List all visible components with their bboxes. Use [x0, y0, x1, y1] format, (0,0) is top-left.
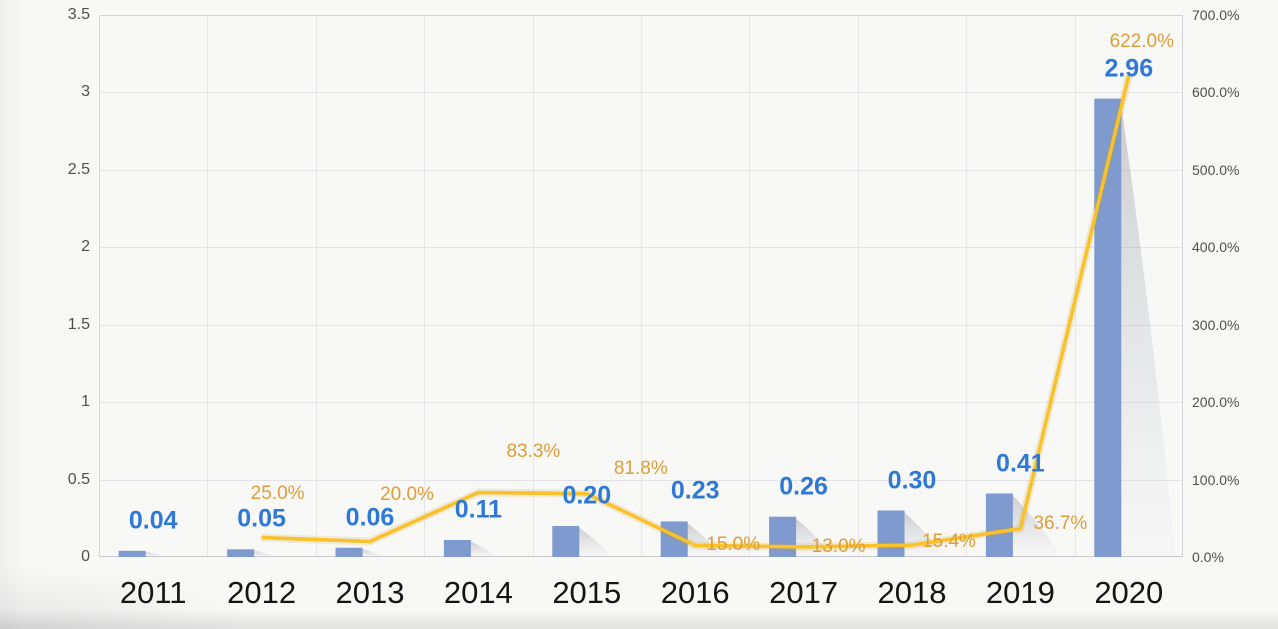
- growth-line: [261, 74, 1131, 549]
- vertical-gridline: [315, 15, 317, 557]
- bar-shadow-2014: [469, 541, 497, 557]
- right-axis-tick: 200.0%: [1192, 394, 1240, 411]
- x-axis-label-2016: 2016: [660, 575, 730, 610]
- right-axis-tick: 0.0%: [1192, 549, 1224, 565]
- growth-rate-label-2019: 36.7%: [1033, 512, 1088, 534]
- vertical-gridline: [641, 15, 642, 557]
- x-axis-label-2020: 2020: [1094, 575, 1164, 610]
- x-axis-label-2012: 2012: [227, 575, 297, 610]
- bar-value-label-2017: 0.26: [779, 472, 828, 501]
- left-axis-tick: 3: [81, 83, 90, 101]
- bar-value-label-2015: 0.20: [562, 481, 612, 510]
- bar-value-label-2014: 0.11: [454, 495, 503, 524]
- right-axis-tick: 400.0%: [1192, 239, 1240, 256]
- vertical-gridline: [424, 15, 426, 557]
- bar-2015: [552, 526, 580, 557]
- bar-2019: [985, 493, 1013, 557]
- vertical-gridline: [1074, 15, 1076, 557]
- x-axis-label-2014: 2014: [443, 575, 513, 610]
- left-axis-tick: 1: [81, 393, 90, 411]
- left-axis-tick: 2: [81, 238, 90, 256]
- right-axis-tick: 500.0%: [1192, 161, 1240, 178]
- right-axis-tick: 300.0%: [1192, 316, 1240, 333]
- growth-rate-label-2015: 81.8%: [613, 457, 668, 479]
- bar-shadow-2013: [361, 548, 385, 557]
- left-axis-tick: 0.5: [67, 470, 90, 488]
- bar-2017: [769, 516, 797, 557]
- x-axis-label-2019: 2019: [985, 575, 1055, 610]
- bar-2018: [877, 510, 905, 557]
- x-axis-label-2017: 2017: [769, 575, 839, 610]
- growth-rate-label-2014: 83.3%: [506, 440, 561, 462]
- right-axis-tick: 700.0%: [1192, 7, 1240, 23]
- bar-value-label-2019: 0.41: [996, 449, 1045, 477]
- x-axis-label-2011: 2011: [119, 575, 187, 610]
- right-axis-tick: 100.0%: [1192, 471, 1240, 488]
- x-axis-label-2013: 2013: [335, 575, 405, 610]
- right-axis-tick: 600.0%: [1192, 84, 1240, 101]
- bar-value-label-2013: 0.06: [345, 503, 395, 532]
- bar-value-label-2016: 0.23: [670, 476, 720, 505]
- vertical-gridline: [857, 15, 859, 557]
- bar-2020: [1094, 98, 1122, 557]
- bar-2012: [227, 549, 255, 557]
- bar-shadow-2011: [144, 551, 166, 557]
- vertical-gridline: [749, 15, 751, 557]
- bar-shadow-2020: [1120, 99, 1176, 557]
- bar-2014: [443, 540, 471, 557]
- vertical-gridline: [966, 15, 968, 557]
- plot-area-border: [99, 15, 1183, 557]
- bar-value-label-2020: 2.96: [1104, 54, 1154, 83]
- bar-shadow-2012: [253, 550, 275, 557]
- bar-2013: [335, 547, 363, 557]
- growth-rate-label-2017: 13.0%: [811, 535, 866, 557]
- vertical-gridline: [532, 15, 534, 557]
- growth-rate-label-2020: 622.0%: [1109, 31, 1175, 53]
- left-axis-tick: 2.5: [67, 160, 90, 178]
- growth-rate-label-2016: 15.0%: [706, 534, 761, 556]
- left-axis-tick: 1.5: [67, 315, 90, 333]
- x-axis-label-2018: 2018: [877, 575, 947, 610]
- growth-rate-label-2012: 25.0%: [250, 482, 305, 504]
- growth-rate-label-2013: 20.0%: [380, 483, 434, 505]
- bar-value-label-2018: 0.30: [887, 466, 937, 494]
- x-axis-label-2015: 2015: [552, 575, 622, 610]
- left-axis-tick: 3.5: [67, 6, 90, 23]
- bar-2011: [118, 550, 146, 557]
- vertical-gridline: [207, 15, 209, 557]
- left-axis-tick: 0: [81, 548, 90, 565]
- growth-rate-label-2018: 15.4%: [922, 531, 976, 553]
- bar-shadow-2015: [578, 527, 612, 557]
- bar-value-label-2011: 0.04: [128, 506, 178, 535]
- bar-shadow-2016: [686, 522, 723, 557]
- bar-value-label-2012: 0.05: [237, 504, 286, 533]
